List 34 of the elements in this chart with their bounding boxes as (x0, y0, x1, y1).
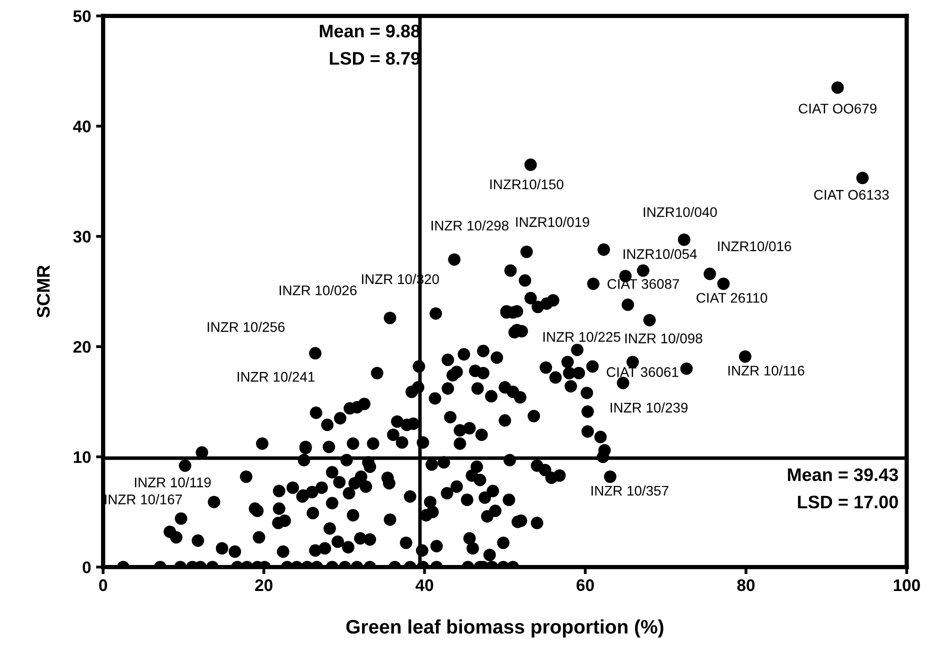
annotation: INZR10/019 (516, 216, 590, 227)
x-tick-label: 0 (99, 579, 108, 592)
annotation: INZR 10/119 (134, 477, 211, 488)
annotation: INZR 10/167 (105, 494, 182, 504)
y-tick-label: 10 (74, 451, 91, 464)
annotation: INZR 10/241 (238, 372, 314, 382)
y-tick-label: 0 (82, 561, 91, 574)
annotation: INZR10/054 (624, 248, 697, 260)
annotation: INZR 10/256 (208, 322, 285, 332)
annotation: INZR 10/298 (432, 220, 508, 231)
x-tick-label: 80 (737, 579, 755, 592)
x-axis-title: Green leaf biomass proportion (%) (346, 619, 664, 638)
annotation: Mean = 39.43 LSD = 17.00 (788, 468, 898, 508)
y-tick-label: 40 (73, 120, 91, 132)
x-tick-label: 100 (894, 579, 920, 592)
annotation: CIAT O6133 (814, 190, 889, 200)
y-tick-label: 50 (73, 10, 91, 22)
y-tick-label: 30 (73, 230, 91, 243)
x-tick-label: 40 (416, 579, 434, 592)
annotation: INZR 10/239 (610, 402, 688, 413)
annotation: INZR 10/357 (592, 485, 668, 496)
annotation: CIAT OO679 (798, 104, 876, 114)
annotation: INZR 10/225 (543, 332, 620, 342)
x-tick-label: 60 (576, 579, 594, 592)
annotation: INZR10/150 (490, 179, 564, 190)
x-tick-label: 20 (255, 579, 272, 592)
y-axis-title: SCMR (36, 265, 50, 318)
y-tick-label: 20 (73, 341, 91, 353)
annotation: INZR 10/116 (728, 365, 804, 376)
annotation: INZR 10/026 (280, 285, 357, 296)
annotation: INZR 10/098 (625, 333, 702, 344)
annotation: CIAT 26110 (696, 292, 768, 303)
annotation: INZR10/040 (644, 206, 717, 218)
annotation: INZR10/016 (718, 241, 792, 252)
